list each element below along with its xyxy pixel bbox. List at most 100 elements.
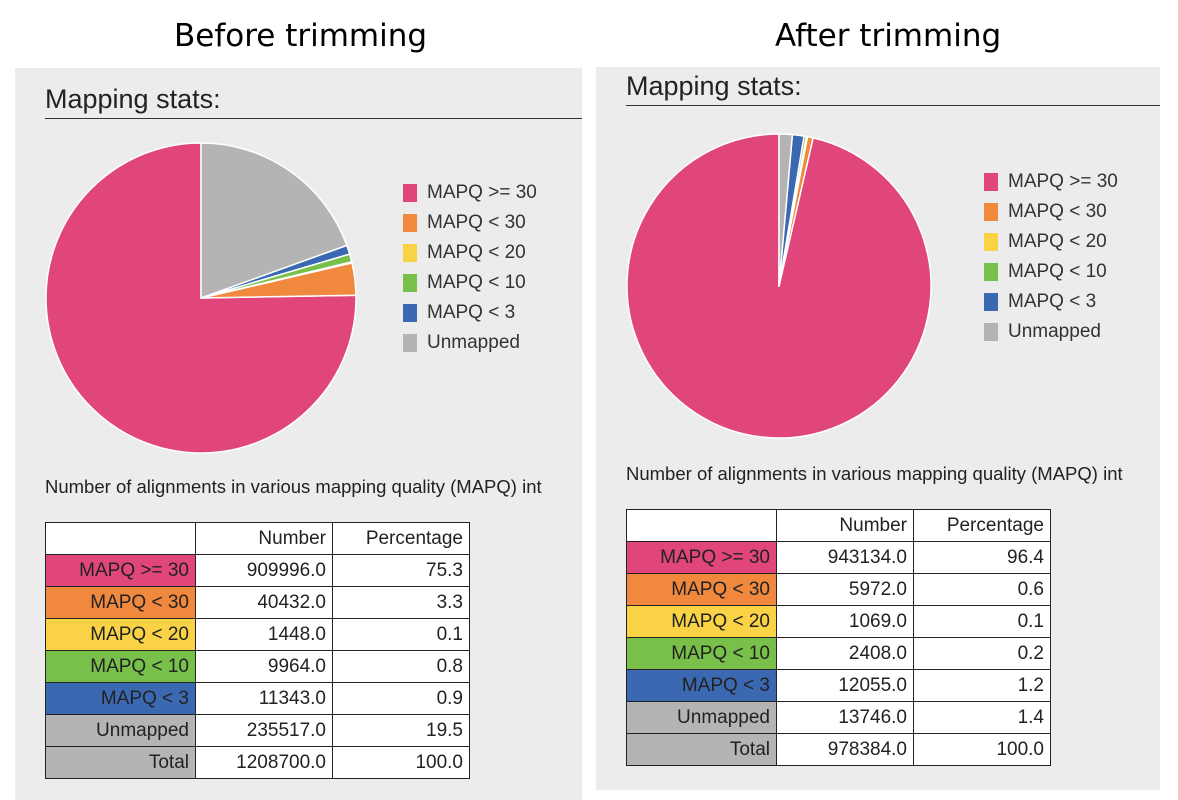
table-row-mapq-lt-3: MAPQ < 3 12055.0 1.2 — [626, 669, 1051, 702]
before-trimming-heading: Before trimming — [174, 18, 428, 54]
row-percentage: 19.5 — [332, 714, 470, 747]
row-number: 5972.0 — [776, 573, 914, 606]
header-number: Number — [776, 509, 914, 542]
legend-label: MAPQ < 30 — [1008, 201, 1107, 222]
row-label: MAPQ < 3 — [45, 682, 196, 715]
row-percentage: 1.2 — [913, 669, 1051, 702]
row-number: 2408.0 — [776, 637, 914, 670]
row-label: MAPQ < 20 — [626, 605, 777, 638]
legend-after: MAPQ >= 30 MAPQ < 30 MAPQ < 20 MAPQ < 10 MAP… — [984, 171, 1154, 351]
legend-swatch — [984, 263, 998, 281]
legend-swatch — [403, 244, 417, 262]
legend-swatch — [984, 173, 998, 191]
table-row-mapq-gte-30: MAPQ >= 30 909996.0 75.3 — [45, 554, 470, 587]
table-row-mapq-lt-3: MAPQ < 3 11343.0 0.9 — [45, 682, 470, 715]
legend-label: MAPQ < 10 — [427, 272, 526, 293]
pie-slice-mapq-gte-30 — [45, 142, 357, 454]
row-label: MAPQ < 30 — [626, 573, 777, 606]
row-percentage: 100.0 — [913, 733, 1051, 766]
header-percentage: Percentage — [913, 509, 1051, 542]
table-caption: Number of alignments in various mapping … — [45, 476, 542, 497]
row-number: 9964.0 — [195, 650, 333, 683]
table-row-mapq-lt-10: MAPQ < 10 2408.0 0.2 — [626, 637, 1051, 670]
row-label: MAPQ >= 30 — [45, 554, 196, 587]
legend-swatch — [984, 203, 998, 221]
row-label: Total — [626, 733, 777, 766]
legend-label: MAPQ < 20 — [427, 242, 526, 263]
table-row-mapq-lt-10: MAPQ < 10 9964.0 0.8 — [45, 650, 470, 683]
table-row-mapq-lt-30: MAPQ < 30 5972.0 0.6 — [626, 573, 1051, 606]
table-header-row: Number Percentage — [45, 522, 470, 555]
row-number: 943134.0 — [776, 541, 914, 574]
pie-slice-unmapped — [778, 133, 794, 287]
row-percentage: 0.9 — [332, 682, 470, 715]
row-label: MAPQ < 3 — [626, 669, 777, 702]
table-row-unmapped: Unmapped 13746.0 1.4 — [626, 701, 1051, 734]
row-number: 11343.0 — [195, 682, 333, 715]
row-label: MAPQ < 10 — [45, 650, 196, 683]
table-row-mapq-lt-30: MAPQ < 30 40432.0 3.3 — [45, 586, 470, 619]
table-row-mapq-lt-20: MAPQ < 20 1069.0 0.1 — [626, 605, 1051, 638]
legend-swatch — [403, 274, 417, 292]
title-divider — [45, 118, 582, 119]
table-row-mapq-gte-30: MAPQ >= 30 943134.0 96.4 — [626, 541, 1051, 574]
row-number: 235517.0 — [195, 714, 333, 747]
header-empty-cell — [626, 509, 777, 542]
mapping-stats-title: Mapping stats: — [626, 71, 802, 101]
legend-swatch — [403, 184, 417, 202]
legend-label: MAPQ < 30 — [427, 212, 526, 233]
after-trimming-heading: After trimming — [775, 18, 1002, 54]
legend-label: MAPQ >= 30 — [427, 182, 537, 203]
title-divider — [626, 105, 1160, 106]
legend-label: MAPQ < 10 — [1008, 261, 1107, 282]
pie-slice-unmapped — [200, 142, 348, 299]
table-row-total: Total 978384.0 100.0 — [626, 733, 1051, 766]
legend-swatch — [403, 304, 417, 322]
legend-swatch — [403, 214, 417, 232]
row-percentage: 75.3 — [332, 554, 470, 587]
row-label: MAPQ < 20 — [45, 618, 196, 651]
row-percentage: 0.6 — [913, 573, 1051, 606]
row-percentage: 1.4 — [913, 701, 1051, 734]
legend-label: Unmapped — [427, 332, 520, 353]
legend-label: MAPQ < 20 — [1008, 231, 1107, 252]
row-label: Unmapped — [45, 714, 196, 747]
row-number: 1069.0 — [776, 605, 914, 638]
row-number: 40432.0 — [195, 586, 333, 619]
row-number: 909996.0 — [195, 554, 333, 587]
legend-label: Unmapped — [1008, 321, 1101, 342]
row-percentage: 0.2 — [913, 637, 1051, 670]
row-percentage: 0.1 — [913, 605, 1051, 638]
header-number: Number — [195, 522, 333, 555]
row-percentage: 100.0 — [332, 746, 470, 779]
table-row-total: Total 1208700.0 100.0 — [45, 746, 470, 779]
mapping-table-after: Number Percentage MAPQ >= 30 943134.0 96.4 MA… — [626, 509, 1051, 766]
row-number: 978384.0 — [776, 733, 914, 766]
table-row-mapq-lt-20: MAPQ < 20 1448.0 0.1 — [45, 618, 470, 651]
row-percentage: 3.3 — [332, 586, 470, 619]
legend-swatch — [984, 233, 998, 251]
legend-label: MAPQ >= 30 — [1008, 171, 1118, 192]
row-label: MAPQ < 10 — [626, 637, 777, 670]
legend-swatch — [984, 323, 998, 341]
row-percentage: 0.1 — [332, 618, 470, 651]
legend-swatch — [403, 334, 417, 352]
row-label: MAPQ >= 30 — [626, 541, 777, 574]
row-number: 1208700.0 — [195, 746, 333, 779]
legend-label: MAPQ < 3 — [1008, 291, 1097, 312]
pie-chart-after — [626, 133, 932, 439]
legend-label: MAPQ < 3 — [427, 302, 516, 323]
before-panel: Mapping stats: MAPQ >= 30 MAPQ < 30 MAPQ <… — [15, 68, 582, 800]
row-label: Total — [45, 746, 196, 779]
table-caption: Number of alignments in various mapping … — [626, 463, 1123, 484]
legend-before: MAPQ >= 30 MAPQ < 30 MAPQ < 20 MAPQ < 10 MAP… — [403, 182, 573, 362]
row-label: Unmapped — [626, 701, 777, 734]
row-number: 1448.0 — [195, 618, 333, 651]
row-percentage: 0.8 — [332, 650, 470, 683]
after-panel: Mapping stats: MAPQ >= 30 MAPQ < 30 MAPQ <… — [596, 67, 1160, 790]
header-percentage: Percentage — [332, 522, 470, 555]
mapping-stats-title: Mapping stats: — [45, 84, 221, 114]
legend-swatch — [984, 293, 998, 311]
header-empty-cell — [45, 522, 196, 555]
row-number: 12055.0 — [776, 669, 914, 702]
